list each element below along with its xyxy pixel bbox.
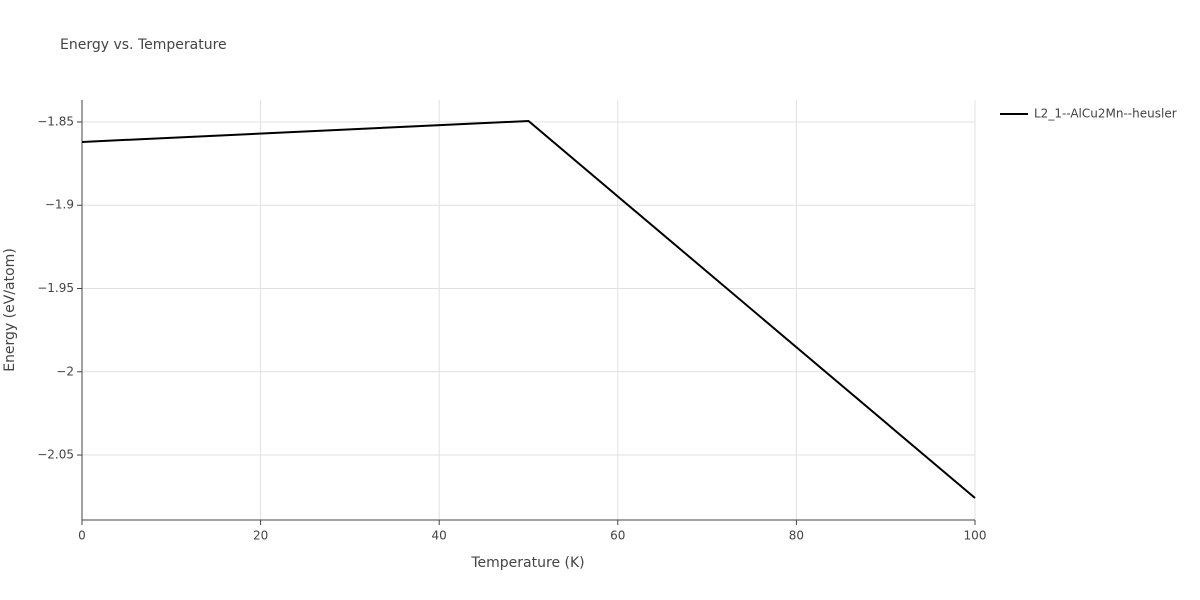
chart-title: Energy vs. Temperature <box>60 37 227 53</box>
legend-label: L2_1--AlCu2Mn--heusler <box>1034 107 1177 121</box>
data-line <box>81 119 976 499</box>
y-tick-label: −2.05 <box>37 448 74 462</box>
y-tick-label: −1.85 <box>37 114 74 128</box>
y-tick-label: −1.95 <box>37 281 74 295</box>
y-tick-label: −1.9 <box>45 198 74 212</box>
x-tick-label: 0 <box>78 529 86 543</box>
x-tick-label: 20 <box>253 529 268 543</box>
y-axis-label: Energy (eV/atom) <box>2 248 18 372</box>
y-tick-label: −2 <box>56 364 74 378</box>
x-tick-label: 40 <box>432 529 447 543</box>
x-tick-label: 100 <box>964 529 987 543</box>
x-tick-label: 60 <box>610 529 625 543</box>
x-axis-label: Temperature (K) <box>470 555 584 571</box>
x-tick-label: 80 <box>789 529 804 543</box>
